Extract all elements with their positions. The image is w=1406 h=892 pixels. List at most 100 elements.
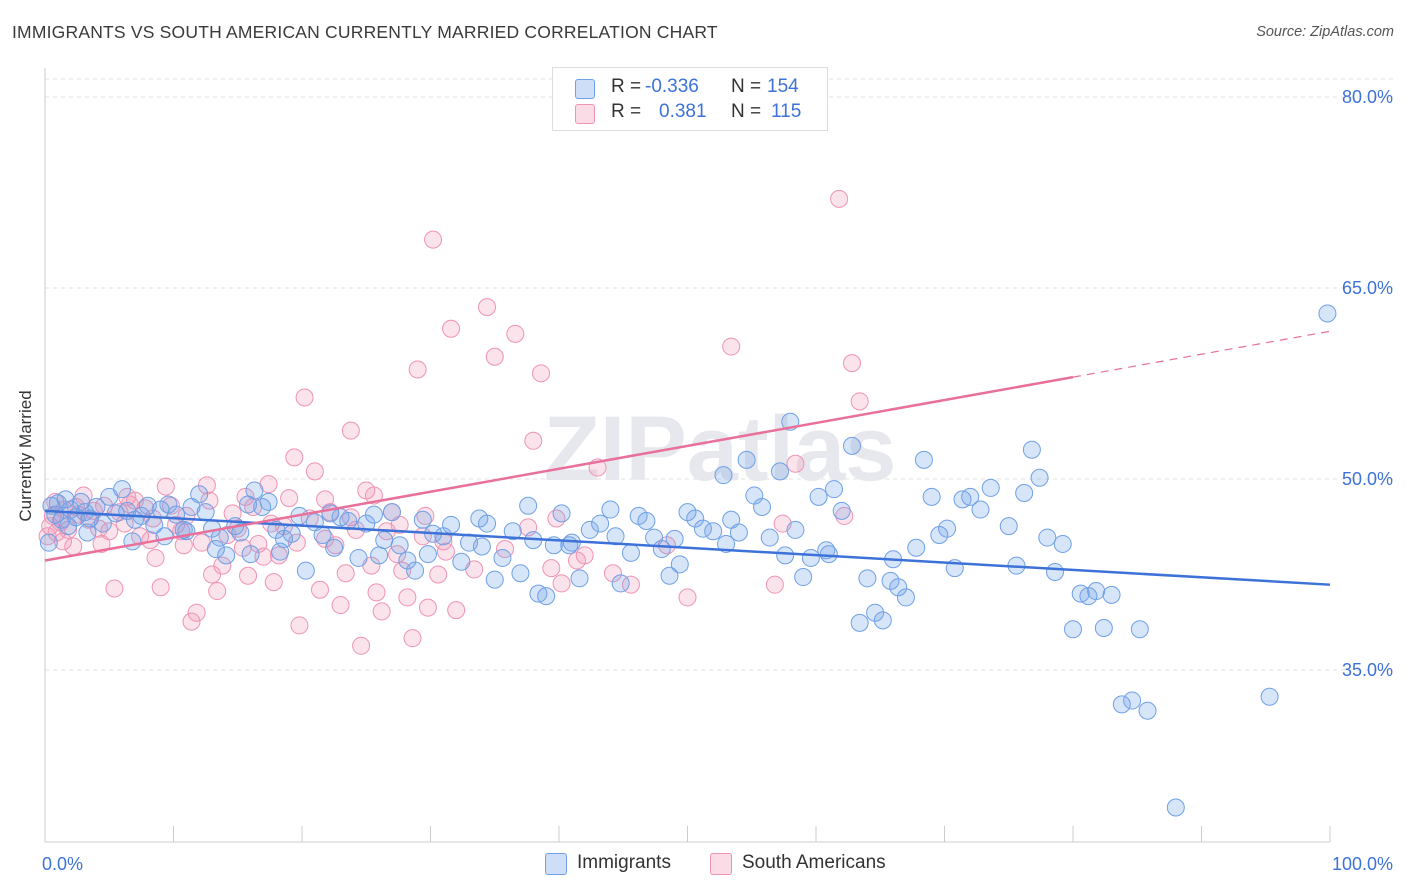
immigrants-point: [896, 588, 915, 607]
immigrants-point: [801, 548, 820, 567]
immigrants-point: [850, 613, 869, 632]
y-tick-label: 50.0%: [1342, 469, 1393, 489]
immigrants-point: [580, 520, 599, 539]
south-americans-point: [842, 354, 861, 373]
immigrants-point: [1130, 620, 1149, 639]
immigrants-point: [1022, 440, 1041, 459]
bottom-legend-label: South Americans: [742, 852, 886, 873]
south-americans-point: [331, 596, 350, 615]
south-americans-point: [295, 388, 314, 407]
immigrants-point: [167, 505, 186, 524]
immigrants-point: [485, 570, 504, 589]
south-americans-point: [264, 573, 283, 592]
south-americans-point: [678, 588, 697, 607]
source-credit: Source: ZipAtlas.com: [1256, 24, 1394, 40]
immigrants-point: [809, 487, 828, 506]
south-americans-point: [532, 364, 551, 383]
south-americans-point: [156, 477, 175, 496]
south-americans-point: [352, 636, 371, 655]
immigrants-point: [1112, 695, 1131, 714]
south-americans-point: [603, 564, 622, 583]
immigrants-point: [678, 503, 697, 522]
south-americans-point: [341, 421, 360, 440]
immigrants-point: [245, 481, 264, 500]
immigrants-point: [1123, 691, 1142, 710]
immigrants-point: [472, 537, 491, 556]
immigrants-point: [39, 533, 58, 552]
immigrants-point: [413, 510, 432, 529]
legend-n-value: 115: [771, 101, 802, 122]
south-americans-point: [442, 319, 461, 338]
immigrants-point: [375, 531, 394, 550]
immigrants-point: [930, 526, 949, 545]
south-americans-point: [336, 564, 355, 583]
immigrants-point: [78, 523, 97, 542]
immigrants-point: [478, 514, 497, 533]
south-americans-point: [187, 603, 206, 622]
south-americans-point: [203, 565, 222, 584]
south-americans-point: [552, 574, 571, 593]
south-americans-point: [92, 534, 111, 553]
immigrants-point: [1064, 620, 1082, 639]
immigrants-point: [652, 540, 671, 559]
immigrants-point: [771, 462, 790, 481]
south-americans-point: [372, 602, 391, 621]
south-americans-point: [418, 598, 437, 617]
watermark: ZIPatlas: [544, 398, 897, 500]
legend-n-value: 154: [767, 76, 799, 97]
south-americans-point: [280, 489, 299, 508]
immigrants-point: [832, 501, 851, 520]
immigrants-point: [382, 503, 401, 522]
y-tick-label: 80.0%: [1342, 87, 1393, 107]
immigrants-point: [922, 487, 941, 506]
immigrants-point: [1046, 562, 1065, 581]
immigrants-point: [819, 545, 838, 564]
immigrants-point: [196, 503, 215, 522]
immigrants-point: [503, 522, 522, 541]
south-americans-point: [786, 454, 805, 473]
immigrants-point: [1053, 534, 1072, 553]
south-americans-point: [436, 542, 455, 561]
x-tick-label: 0.0%: [42, 854, 83, 874]
immigrants-point: [717, 534, 736, 553]
south-americans-point: [146, 548, 165, 567]
points-layer: [38, 189, 1337, 817]
immigrants-point: [296, 561, 315, 580]
south-americans-point: [393, 561, 412, 580]
immigrants-point: [591, 514, 610, 533]
immigrants-point: [190, 485, 209, 504]
immigrants-point: [87, 498, 106, 517]
immigrants-point: [660, 566, 679, 585]
immigrants-point: [1030, 468, 1049, 487]
immigrants-point: [259, 492, 278, 511]
immigrants-point: [621, 543, 640, 562]
immigrants-point: [406, 561, 425, 580]
immigrants-point: [776, 546, 795, 565]
south-americans-point: [765, 575, 784, 594]
legend-r-label: R =: [611, 101, 642, 122]
south-americans-point: [233, 538, 252, 557]
immigrants-point: [56, 490, 75, 509]
immigrants-point: [370, 546, 389, 565]
immigrants-point: [729, 523, 748, 542]
immigrants-point: [271, 542, 290, 561]
immigrants-point: [670, 555, 689, 574]
immigrants-point: [1015, 484, 1034, 503]
immigrants-point: [842, 436, 861, 455]
y-tick-label: 35.0%: [1342, 660, 1393, 680]
immigrants-point: [611, 574, 630, 593]
south-americans-point: [722, 337, 741, 356]
immigrants-point: [971, 500, 990, 519]
immigrants-point: [1166, 798, 1185, 817]
south-americans-point: [524, 431, 543, 450]
south-americans-point: [506, 324, 525, 343]
immigrants-point: [1318, 304, 1337, 323]
south-americans-point: [208, 582, 227, 601]
immigrants-point: [881, 571, 900, 590]
south-americans-point: [850, 392, 869, 411]
correlation-legend: R = -0.336 N = 154 R = 0.381 N = 115: [552, 67, 828, 131]
immigrants-point: [866, 603, 885, 622]
immigrants-point: [914, 450, 933, 469]
bottom-legend-label: Immigrants: [577, 852, 671, 873]
